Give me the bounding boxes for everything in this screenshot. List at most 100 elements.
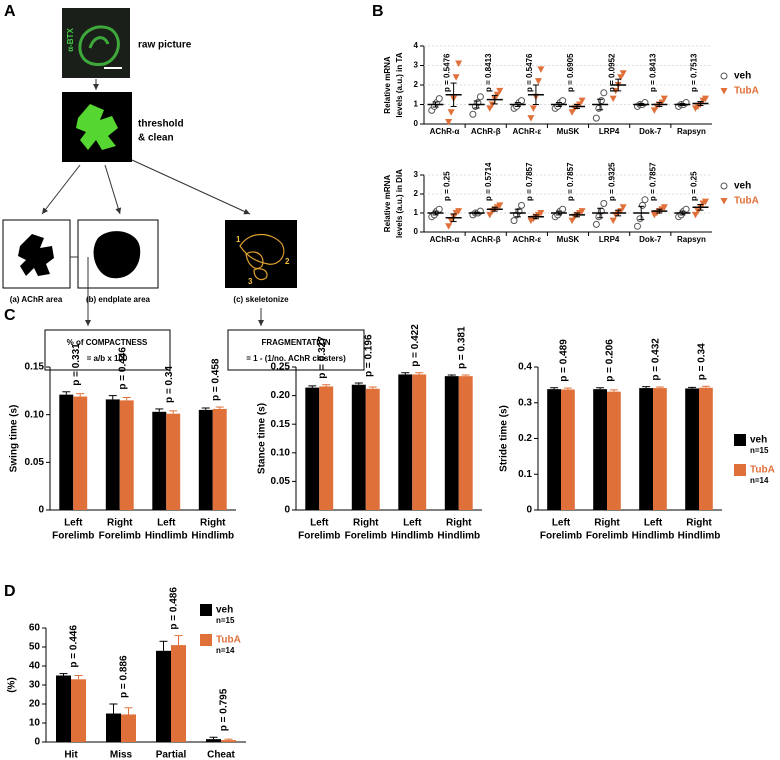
point — [455, 60, 463, 68]
legend-swatch — [734, 434, 746, 446]
p-value: p = 0.34 — [164, 366, 175, 403]
y-tick-label: 60 — [29, 623, 41, 634]
threshold-signal — [76, 104, 118, 150]
achr-area — [18, 234, 54, 276]
point — [595, 213, 603, 221]
p-value: p = 0.9325 — [607, 162, 616, 201]
y-tick-label: 50 — [29, 642, 41, 653]
y-axis-label: Swing time (s) — [9, 405, 20, 473]
x-tick-label: MuSK — [557, 235, 580, 244]
p-value: p = 0.8413 — [484, 53, 493, 92]
bar — [561, 389, 575, 510]
point — [568, 217, 576, 225]
raw-signal — [78, 25, 120, 66]
point — [445, 119, 453, 126]
p-value: p = 0.486 — [169, 587, 180, 630]
bar — [607, 391, 621, 510]
point — [701, 198, 709, 206]
panel-label: B — [372, 3, 384, 20]
x-tick-label: MuSK — [557, 127, 580, 136]
legend-note: n=14 — [216, 646, 235, 655]
formula: = 1 - (1/no. AChR clusters) — [246, 354, 346, 363]
bar — [653, 388, 667, 510]
x-tick-label: Right — [446, 518, 472, 529]
x-tick-label: Cheat — [207, 750, 235, 760]
x-tick-label: AChR-α — [430, 127, 460, 136]
point — [496, 202, 504, 209]
bar — [221, 740, 236, 742]
p-value: p = 0.8413 — [648, 53, 657, 92]
p-value: p = 0.327 — [317, 336, 328, 379]
bar — [56, 675, 71, 742]
x-tick-label: Forelimb — [298, 531, 340, 542]
x-tick-label: Rapsyn — [677, 127, 706, 136]
x-tick-label: Left — [310, 518, 329, 529]
x-tick-label: Forelimb — [99, 531, 141, 542]
point — [486, 105, 494, 112]
y-tick-label: 0.10 — [271, 447, 291, 458]
bar — [59, 394, 74, 510]
y-tick-label: 2 — [414, 189, 419, 198]
x-tick-label: Right — [594, 518, 620, 529]
point — [641, 196, 649, 204]
y-tick-label: 0 — [284, 505, 290, 516]
y-axis-label: levels (a.u.) in DIA — [395, 169, 404, 238]
y-tick-label: 2 — [414, 80, 419, 89]
x-tick-label: Dok-7 — [639, 235, 662, 244]
bar — [639, 388, 653, 510]
x-tick-label: Partial — [156, 750, 187, 760]
x-tick-label: AChR-β — [471, 235, 501, 244]
bar — [106, 713, 121, 742]
p-value: p = 0.795 — [219, 688, 230, 731]
point — [447, 217, 455, 225]
y-tick-label: 0 — [526, 505, 532, 516]
y-tick-label: 20 — [29, 699, 41, 710]
skeleton-image — [225, 220, 297, 288]
step-label: raw picture — [138, 40, 192, 51]
point — [455, 208, 463, 215]
x-tick-label: Left — [64, 518, 83, 529]
bar — [547, 389, 561, 510]
point — [619, 70, 627, 77]
legend-label: TubA — [734, 86, 759, 97]
bar — [156, 650, 171, 742]
legend-label: veh — [734, 181, 751, 192]
arrow — [104, 164, 122, 215]
bar — [319, 386, 334, 510]
y-axis-label: Relative mRNA — [383, 175, 392, 233]
point — [609, 95, 617, 103]
point — [469, 110, 477, 118]
y-tick-label: 0.20 — [271, 390, 291, 401]
y-tick-label: 0.10 — [25, 409, 45, 420]
legend-label: veh — [216, 605, 233, 616]
y-tick-label: 30 — [29, 680, 41, 691]
x-tick-label: AChR-α — [430, 235, 460, 244]
point — [701, 95, 709, 103]
bar — [166, 413, 181, 510]
p-value: p = 0.446 — [117, 347, 128, 390]
formula: = a/b x 100 — [87, 354, 128, 363]
bar — [365, 388, 380, 510]
y-tick-label: 0.25 — [271, 362, 291, 373]
point — [537, 66, 545, 73]
point — [619, 204, 627, 211]
bar — [444, 376, 459, 510]
legend-note: n=14 — [750, 476, 769, 485]
legend-marker — [720, 182, 728, 190]
bar — [121, 714, 136, 742]
y-tick-label: 0.2 — [518, 433, 532, 444]
legend-label: veh — [734, 71, 751, 82]
x-tick-label: Right — [353, 518, 379, 529]
point — [445, 223, 453, 230]
y-tick-label: 3 — [414, 170, 419, 179]
y-axis-label: (%) — [7, 677, 18, 693]
point — [488, 101, 496, 108]
point — [592, 220, 600, 228]
point — [529, 105, 537, 112]
bar — [351, 384, 366, 510]
point — [578, 97, 586, 105]
cluster-number: 1 — [236, 235, 241, 244]
p-value: p = 0.5714 — [484, 162, 493, 201]
bar — [152, 411, 167, 510]
